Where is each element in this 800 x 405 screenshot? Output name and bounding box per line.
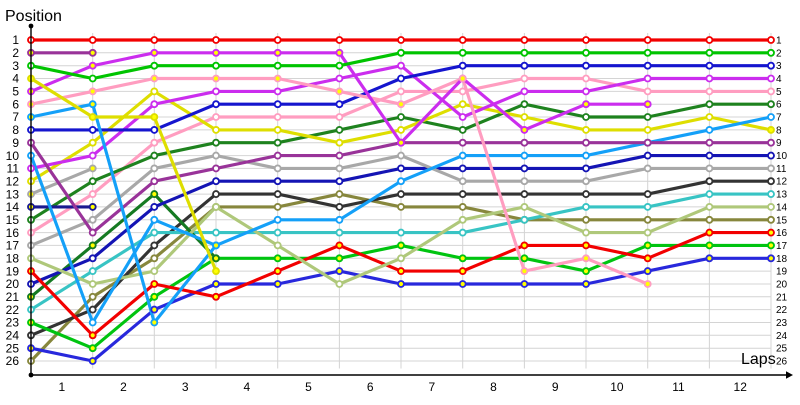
svg-text:18: 18: [6, 252, 20, 266]
svg-text:3: 3: [12, 59, 19, 73]
svg-text:9: 9: [776, 138, 782, 149]
svg-text:9: 9: [552, 380, 559, 394]
svg-text:17: 17: [6, 239, 20, 253]
svg-text:6: 6: [367, 380, 374, 394]
svg-text:10: 10: [6, 149, 20, 163]
svg-text:11: 11: [776, 164, 787, 175]
svg-text:3: 3: [182, 380, 189, 394]
svg-text:13: 13: [6, 187, 20, 201]
svg-text:26: 26: [776, 357, 788, 368]
svg-text:12: 12: [776, 177, 788, 188]
svg-text:8: 8: [490, 380, 497, 394]
svg-text:23: 23: [6, 316, 20, 330]
svg-text:18: 18: [776, 254, 788, 265]
svg-text:1: 1: [12, 33, 19, 47]
svg-text:21: 21: [6, 290, 20, 304]
svg-text:15: 15: [776, 215, 788, 226]
svg-text:10: 10: [776, 151, 788, 162]
svg-text:2: 2: [776, 48, 782, 59]
svg-text:4: 4: [243, 380, 250, 394]
svg-text:7: 7: [776, 113, 782, 124]
svg-text:22: 22: [6, 303, 20, 317]
svg-text:20: 20: [776, 280, 788, 291]
svg-text:Laps: Laps: [741, 351, 776, 368]
svg-text:20: 20: [6, 277, 20, 291]
svg-text:23: 23: [776, 318, 788, 329]
svg-text:22: 22: [776, 305, 788, 316]
svg-text:13: 13: [776, 190, 788, 201]
svg-text:1: 1: [58, 380, 65, 394]
svg-text:14: 14: [6, 200, 20, 214]
svg-text:17: 17: [776, 241, 788, 252]
svg-text:9: 9: [12, 136, 19, 150]
svg-text:19: 19: [776, 267, 788, 278]
svg-text:1: 1: [776, 36, 782, 47]
svg-text:15: 15: [6, 213, 20, 227]
svg-text:14: 14: [776, 202, 788, 213]
svg-text:10: 10: [610, 380, 624, 394]
svg-text:3: 3: [776, 61, 782, 72]
svg-text:2: 2: [120, 380, 127, 394]
svg-text:16: 16: [6, 226, 20, 240]
svg-text:Position: Position: [5, 8, 62, 25]
svg-text:16: 16: [776, 228, 788, 239]
svg-text:11: 11: [7, 162, 20, 176]
svg-text:8: 8: [12, 123, 19, 137]
svg-text:21: 21: [776, 292, 788, 303]
svg-text:24: 24: [776, 331, 788, 342]
svg-text:12: 12: [6, 174, 20, 188]
svg-text:8: 8: [776, 125, 782, 136]
svg-text:7: 7: [429, 380, 436, 394]
svg-text:2: 2: [12, 46, 19, 60]
svg-text:7: 7: [12, 110, 19, 124]
svg-text:24: 24: [6, 329, 20, 343]
svg-text:25: 25: [776, 344, 788, 355]
svg-text:6: 6: [12, 97, 19, 111]
svg-text:5: 5: [12, 85, 19, 99]
svg-text:19: 19: [6, 264, 20, 278]
svg-text:4: 4: [776, 74, 782, 85]
svg-text:25: 25: [6, 341, 20, 355]
svg-text:12: 12: [734, 380, 748, 394]
svg-text:6: 6: [776, 100, 782, 111]
svg-text:26: 26: [6, 354, 20, 368]
svg-text:5: 5: [776, 87, 782, 98]
svg-text:5: 5: [305, 380, 312, 394]
svg-text:4: 4: [12, 72, 19, 86]
svg-text:11: 11: [672, 380, 685, 394]
